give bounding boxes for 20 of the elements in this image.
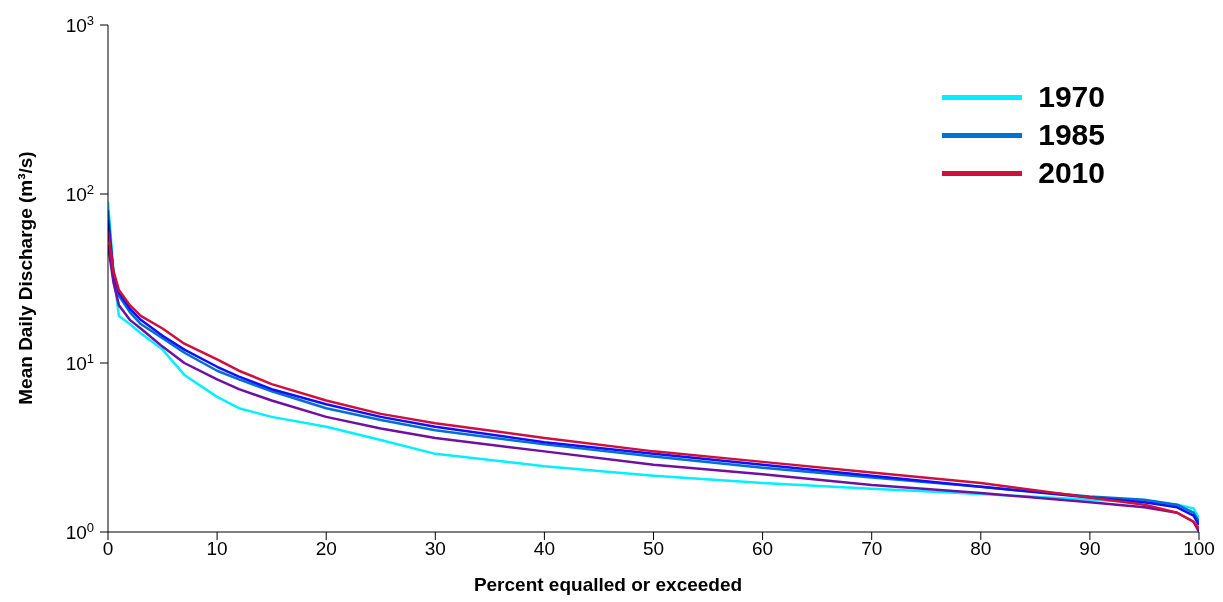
x-tick-label: 50 xyxy=(642,538,665,560)
y-tick-label: 10$^{1}$ xyxy=(65,350,94,374)
y-tick-label: 10$^{2}$ xyxy=(65,181,94,205)
x-tick-label: 100 xyxy=(1183,538,1215,560)
y-tick-label: 10$^{3}$ xyxy=(65,12,94,36)
x-tick-label: 0 xyxy=(102,538,114,560)
x-tick-label: 10 xyxy=(206,538,228,560)
x-tick-label: 20 xyxy=(315,538,337,560)
legend-label: 1970 xyxy=(1038,80,1105,114)
x-tick-label: 40 xyxy=(533,538,555,560)
x-tick-label: 80 xyxy=(970,538,992,560)
legend-label: 2010 xyxy=(1038,156,1105,190)
y-tick-label: 10$^{0}$ xyxy=(65,519,94,543)
x-tick-label: 90 xyxy=(1079,538,1101,560)
x-tick-label: 70 xyxy=(861,538,883,560)
x-tick-label: 30 xyxy=(424,538,446,560)
x-axis-title: Percent equalled or exceeded xyxy=(473,574,743,596)
y-axis-title: Mean Daily Discharge (m³/s) xyxy=(15,151,37,405)
x-tick-label: 60 xyxy=(752,538,774,560)
legend-label: 1985 xyxy=(1038,118,1105,152)
